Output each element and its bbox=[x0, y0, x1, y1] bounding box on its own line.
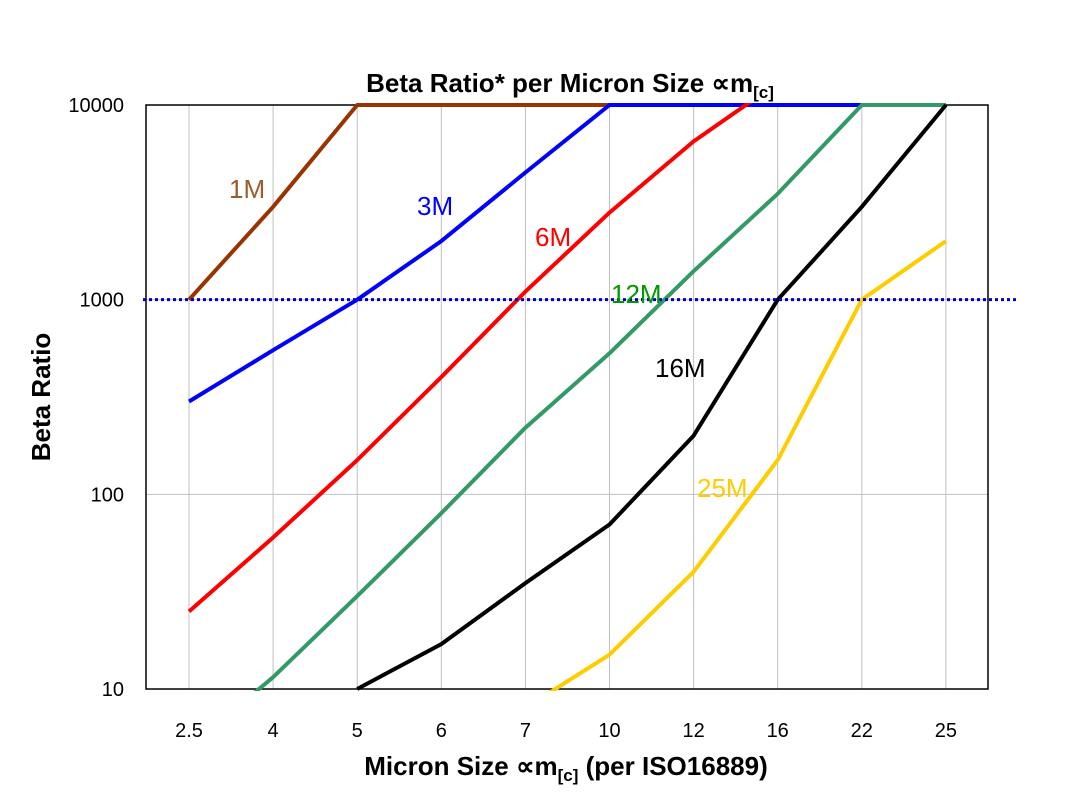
grid bbox=[146, 104, 988, 690]
y-tick-label: 10000 bbox=[68, 95, 124, 117]
series-line-12M bbox=[253, 103, 946, 691]
x-tick-label: 12 bbox=[682, 720, 704, 742]
x-tick-label: 6 bbox=[436, 720, 447, 742]
series-line-3M bbox=[187, 103, 946, 404]
series-label-12M: 12M bbox=[611, 279, 662, 309]
series-line-25M bbox=[548, 239, 948, 691]
x-tick-label: 22 bbox=[851, 720, 873, 742]
chart-title: Beta Ratio* per Micron Size ∝m[c] bbox=[366, 68, 774, 102]
x-tick-label: 10 bbox=[598, 720, 620, 742]
x-tick-label: 25 bbox=[935, 720, 957, 742]
y-tick-label: 10 bbox=[102, 679, 124, 701]
y-axis-title: Beta Ratio bbox=[26, 333, 56, 462]
y-tick-label: 1000 bbox=[80, 290, 125, 312]
x-tick-labels: 2.5 4 5 6 7 10 12 16 22 25 bbox=[175, 720, 957, 742]
y-tick-label: 100 bbox=[91, 484, 124, 506]
x-tick-label: 4 bbox=[268, 720, 279, 742]
series-label-1M: 1M bbox=[229, 174, 265, 204]
series-lines bbox=[143, 103, 1016, 691]
x-axis-title: Micron Size ∝m[c] (per ISO16889) bbox=[364, 751, 767, 785]
x-tick-label: 16 bbox=[767, 720, 789, 742]
series-label-16M: 16M bbox=[655, 353, 706, 383]
y-tick-labels: 10 100 1000 10000 bbox=[68, 95, 124, 701]
series-line-6M bbox=[187, 103, 753, 614]
series-label-3M: 3M bbox=[417, 191, 453, 221]
series-labels: 1M 3M 6M 12M 16M 25M bbox=[229, 174, 748, 503]
series-line-16M bbox=[356, 103, 948, 691]
x-tick-label: 2.5 bbox=[175, 720, 203, 742]
x-tick-label: 7 bbox=[520, 720, 531, 742]
series-label-6M: 6M bbox=[535, 222, 571, 252]
x-tick-label: 5 bbox=[352, 720, 363, 742]
series-label-25M: 25M bbox=[697, 473, 748, 503]
